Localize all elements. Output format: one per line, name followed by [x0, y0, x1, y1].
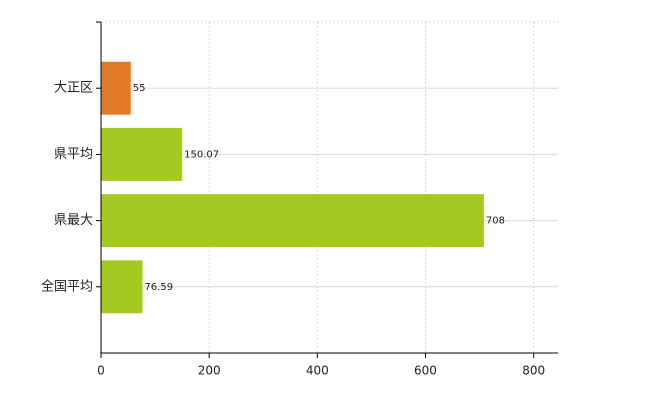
x-tick-label: 600 — [414, 364, 437, 378]
y-tick-label: 大正区 — [54, 81, 93, 96]
y-tick-label: 県平均 — [54, 147, 93, 162]
x-tick-label: 0 — [97, 364, 105, 378]
bar — [101, 260, 143, 314]
y-tick-label: 全国平均 — [41, 278, 93, 294]
bar — [101, 194, 484, 248]
y-tick-label: 県最大 — [54, 213, 93, 228]
x-tick-label: 800 — [522, 364, 545, 378]
value-label: 55 — [133, 83, 146, 94]
value-label: 150.07 — [184, 149, 219, 160]
x-tick-label: 200 — [198, 364, 221, 378]
x-tick-label: 400 — [306, 364, 329, 378]
bar — [101, 127, 183, 181]
bar — [101, 61, 131, 115]
value-label: 76.59 — [144, 282, 173, 293]
value-label: 708 — [486, 216, 505, 227]
